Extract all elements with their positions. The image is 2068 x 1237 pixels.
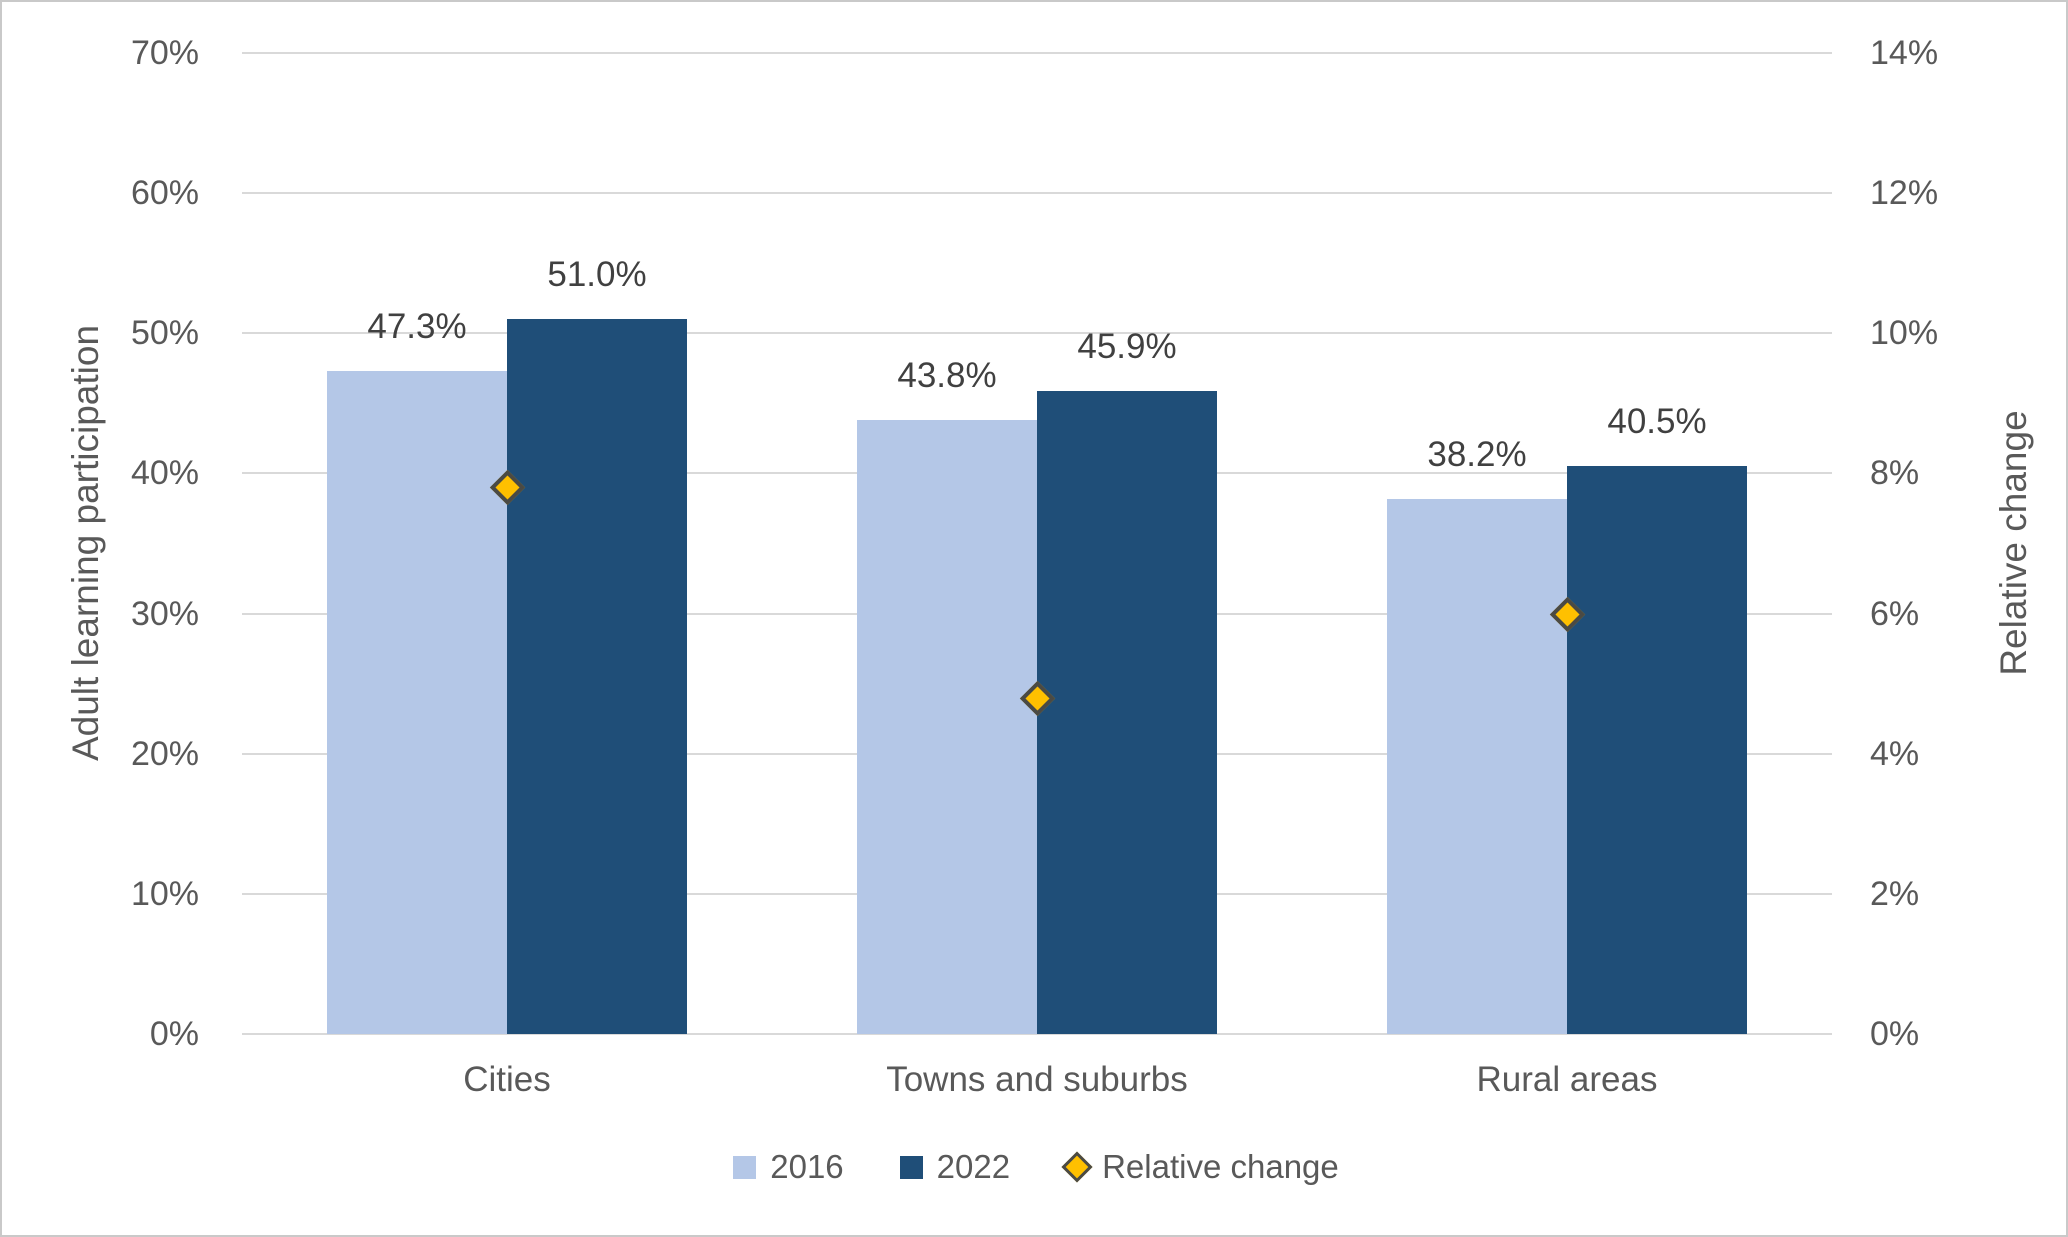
- gridline: [242, 332, 1832, 335]
- right-axis-tick: 8%: [1870, 454, 1920, 493]
- data-label-2016-2: 43.8%: [897, 356, 997, 396]
- left-axis-title: Adult learning participation: [65, 324, 106, 762]
- category-label-2: Towns and suburbs: [886, 1060, 1188, 1099]
- bar-2016-1: [327, 371, 507, 1034]
- bar-2022-3: [1567, 466, 1747, 1034]
- left-axis-tick: 60%: [130, 174, 199, 213]
- data-label-2022-2: 45.9%: [1077, 326, 1177, 366]
- legend-relative-change-label: Relative change: [1102, 1148, 1339, 1185]
- right-axis-tick: 2%: [1870, 874, 1920, 913]
- gridline: [242, 52, 1832, 54]
- left-axis-tick: 40%: [130, 454, 199, 493]
- gridline: [242, 192, 1832, 195]
- left-axis-tick: 20%: [130, 734, 199, 773]
- legend-2022-label: 2022: [936, 1148, 1011, 1185]
- bar-2016-3: [1387, 498, 1567, 1034]
- legend-relative-change: Relative change: [1061, 1147, 1339, 1187]
- left-axis-tick: 10%: [130, 874, 199, 913]
- data-label-2022-3: 40.5%: [1607, 402, 1707, 442]
- right-axis-tick: 0%: [1870, 1015, 1920, 1053]
- right-axis-tick: 14%: [1870, 34, 1939, 72]
- right-axis-tick: 6%: [1870, 594, 1920, 633]
- bar-2022-1: [507, 319, 687, 1034]
- left-axis-tick: 0%: [149, 1015, 199, 1053]
- category-label-3: Rural areas: [1476, 1060, 1658, 1099]
- legend-relative-change-swatch: [1061, 1151, 1093, 1183]
- x-axis-line: [242, 1033, 1832, 1035]
- category-label-1: Cities: [463, 1060, 551, 1099]
- right-axis-tick: 10%: [1870, 314, 1939, 353]
- bar-2022-2: [1037, 390, 1217, 1034]
- legend-2016-swatch: [733, 1155, 757, 1179]
- legend-2022-swatch: [899, 1155, 923, 1179]
- legend: 2016 2022 Relative change: [2, 1142, 2066, 1192]
- bar-2016-2: [857, 420, 1037, 1034]
- legend-2022: 2022: [899, 1147, 1011, 1187]
- right-axis-tick: 4%: [1870, 734, 1920, 773]
- data-label-2016-1: 47.3%: [367, 307, 467, 347]
- data-label-2016-3: 38.2%: [1427, 434, 1527, 474]
- data-label-2022-1: 51.0%: [547, 255, 647, 295]
- left-axis-tick: 30%: [130, 594, 199, 633]
- legend-2016: 2016: [733, 1147, 844, 1187]
- right-axis-title: Relative change: [1993, 410, 2034, 676]
- left-axis-tick: 70%: [130, 34, 199, 72]
- legend-2016-label: 2016: [770, 1148, 844, 1185]
- right-axis-tick: 12%: [1870, 174, 1939, 213]
- left-axis-tick: 50%: [130, 314, 199, 353]
